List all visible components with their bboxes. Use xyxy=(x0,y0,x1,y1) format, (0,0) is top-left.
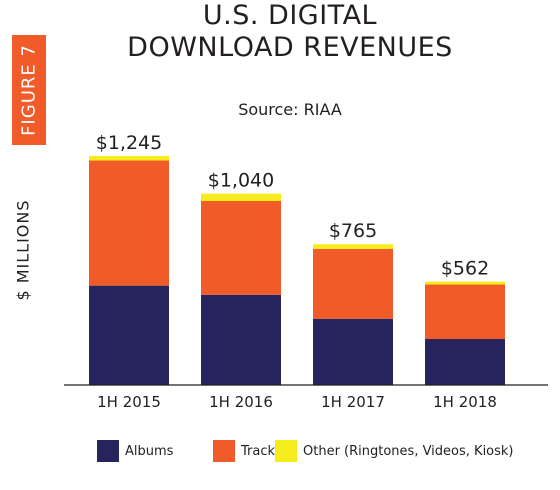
legend-swatch-albums xyxy=(97,440,119,462)
bar-other-2 xyxy=(201,193,281,201)
total-label-1: $1,245 xyxy=(96,132,162,154)
bar-albums-4 xyxy=(425,339,505,385)
bar-tracks-2 xyxy=(201,201,281,295)
figure-label-tag: FIGURE 7 xyxy=(12,35,46,145)
total-label-4: $562 xyxy=(441,258,489,280)
bar-tracks-3 xyxy=(313,248,393,319)
total-label-3: $765 xyxy=(329,220,377,242)
bar-other-4 xyxy=(425,281,505,285)
bar-albums-1 xyxy=(89,285,169,385)
legend-item-other: Other (Ringtones, Videos, Kiosk) xyxy=(275,440,514,462)
bar-other-3 xyxy=(313,244,393,249)
bar-albums-3 xyxy=(313,318,393,385)
x-tick-label-4: 1H 2018 xyxy=(433,393,497,411)
legend-label-albums: Albums xyxy=(125,443,174,459)
chart-title-line-1: U.S. DIGITAL xyxy=(202,0,378,31)
legend-swatch-other xyxy=(275,440,297,462)
legend-item-albums: Albums xyxy=(97,440,173,462)
bar-tracks-4 xyxy=(425,284,505,339)
x-tick-label-3: 1H 2017 xyxy=(321,393,385,411)
bar-other-1 xyxy=(89,155,169,161)
total-label-2: $1,040 xyxy=(208,170,274,192)
x-tick-label-2: 1H 2016 xyxy=(209,393,273,411)
legend-swatch-tracks xyxy=(213,440,235,462)
bar-albums-2 xyxy=(201,294,281,385)
chart-subtitle: Source: RIAA xyxy=(238,100,342,119)
legend-label-tracks: Tracks xyxy=(241,443,282,459)
x-tick-label-1: 1H 2015 xyxy=(97,393,161,411)
legend-item-tracks: Tracks xyxy=(213,440,282,462)
legend-label-other: Other (Ringtones, Videos, Kiosk) xyxy=(303,443,514,459)
chart-title-line-2: DOWNLOAD REVENUES xyxy=(127,32,453,63)
bar-tracks-1 xyxy=(89,160,169,286)
